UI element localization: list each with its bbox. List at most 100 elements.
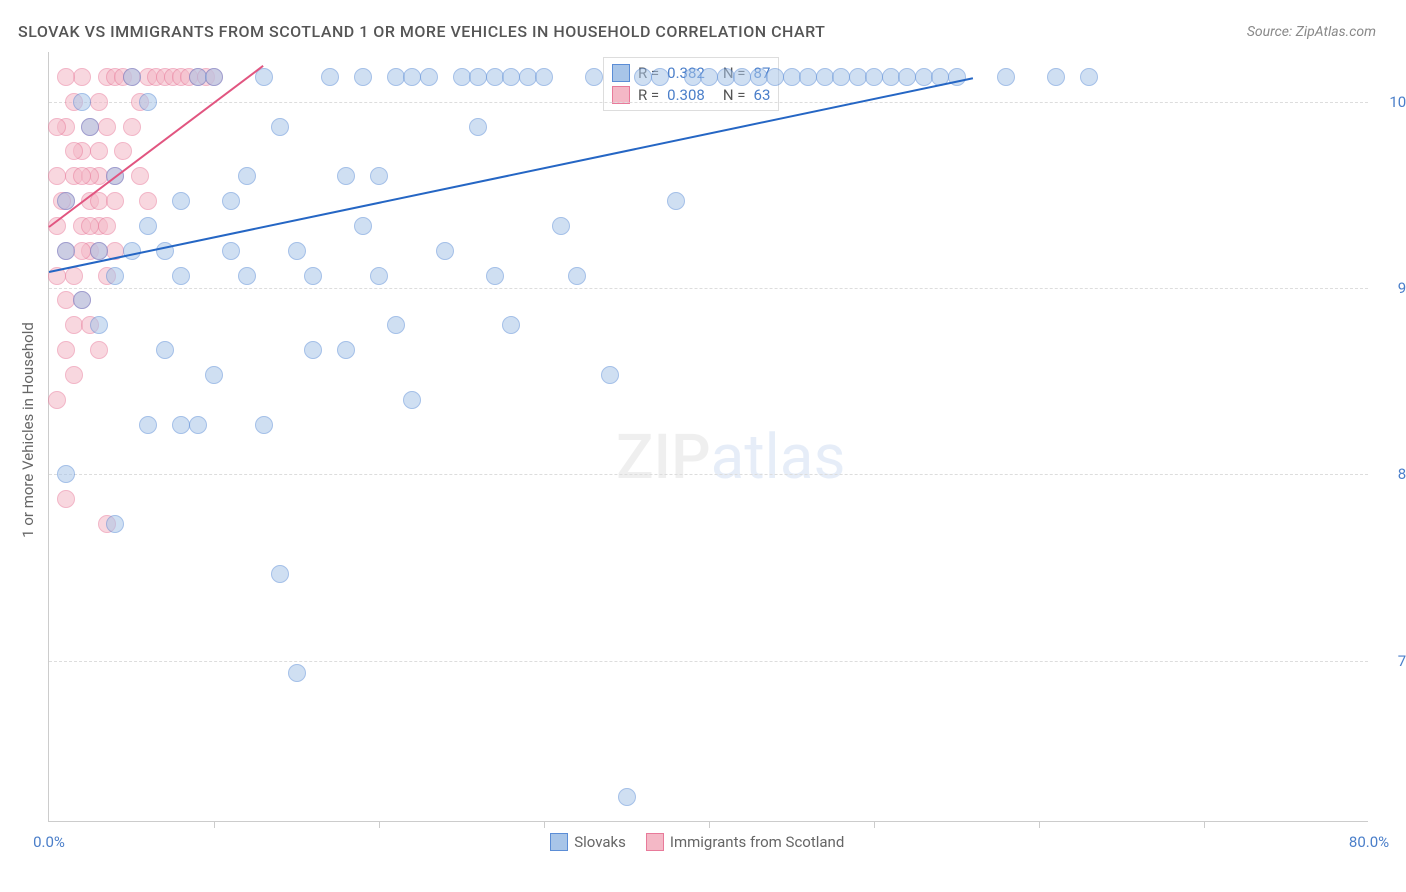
- legend-item-slovaks: Slovaks: [550, 833, 626, 851]
- data-point: [90, 142, 108, 160]
- y-axis-title: 1 or more Vehicles in Household: [19, 322, 37, 538]
- legend-label-slovaks: Slovaks: [574, 833, 626, 851]
- watermark-atlas: atlas: [711, 421, 846, 494]
- trend-line: [49, 77, 973, 273]
- data-point: [502, 316, 520, 334]
- data-point: [469, 68, 487, 86]
- data-point: [849, 68, 867, 86]
- data-point: [222, 242, 240, 260]
- data-point: [189, 416, 207, 434]
- x-tick: [379, 821, 380, 828]
- data-point: [90, 341, 108, 359]
- data-point: [81, 118, 99, 136]
- data-point: [304, 267, 322, 285]
- data-point: [717, 68, 735, 86]
- data-point: [915, 68, 933, 86]
- data-point: [222, 192, 240, 210]
- data-point: [865, 68, 883, 86]
- data-point: [799, 68, 817, 86]
- data-point: [65, 366, 83, 384]
- data-point: [73, 167, 91, 185]
- data-point: [106, 192, 124, 210]
- data-point: [90, 316, 108, 334]
- chart-title: SLOVAK VS IMMIGRANTS FROM SCOTLAND 1 OR …: [18, 22, 825, 41]
- data-point: [370, 267, 388, 285]
- data-point: [139, 192, 157, 210]
- gridline: [49, 661, 1368, 662]
- data-point: [453, 68, 471, 86]
- y-tick-label: 77.5%: [1378, 652, 1406, 670]
- data-point: [57, 242, 75, 260]
- data-point: [255, 416, 273, 434]
- data-point: [172, 192, 190, 210]
- data-point: [106, 515, 124, 533]
- data-point: [238, 167, 256, 185]
- data-point: [139, 93, 157, 111]
- data-point: [57, 341, 75, 359]
- data-point: [601, 366, 619, 384]
- data-point: [48, 118, 66, 136]
- data-point: [585, 68, 603, 86]
- x-tick: [214, 821, 215, 828]
- data-point: [271, 118, 289, 136]
- data-point: [519, 68, 537, 86]
- data-point: [898, 68, 916, 86]
- data-point: [783, 68, 801, 86]
- data-point: [57, 291, 75, 309]
- swatch-slovaks: [550, 833, 568, 851]
- x-tick: [1204, 821, 1205, 828]
- data-point: [98, 217, 116, 235]
- data-point: [73, 291, 91, 309]
- source-attribution: Source: ZipAtlas.com: [1247, 24, 1376, 40]
- data-point: [114, 142, 132, 160]
- data-point: [700, 68, 718, 86]
- data-point: [288, 242, 306, 260]
- data-point: [123, 118, 141, 136]
- data-point: [321, 68, 339, 86]
- data-point: [1047, 68, 1065, 86]
- legend-row-scotland: R = 0.308 N = 63: [612, 84, 770, 106]
- data-point: [304, 341, 322, 359]
- data-point: [57, 465, 75, 483]
- data-point: [684, 68, 702, 86]
- y-tick-label: 85.0%: [1378, 465, 1406, 483]
- gridline: [49, 288, 1368, 289]
- watermark-zip: ZIP: [616, 421, 711, 494]
- data-point: [57, 490, 75, 508]
- data-point: [1080, 68, 1098, 86]
- data-point: [271, 565, 289, 583]
- data-point: [403, 391, 421, 409]
- data-point: [486, 68, 504, 86]
- gridline: [49, 102, 1368, 103]
- data-point: [387, 68, 405, 86]
- swatch-slovaks: [612, 64, 630, 82]
- data-point: [354, 68, 372, 86]
- data-point: [73, 242, 91, 260]
- scatter-plot-area: ZIPatlas R = 0.382 N = 87 R = 0.308 N = …: [48, 52, 1368, 822]
- data-point: [139, 416, 157, 434]
- x-tick: [874, 821, 875, 828]
- data-point: [354, 217, 372, 235]
- data-point: [90, 242, 108, 260]
- data-point: [832, 68, 850, 86]
- data-point: [48, 391, 66, 409]
- data-point: [486, 267, 504, 285]
- data-point: [156, 341, 174, 359]
- data-point: [766, 68, 784, 86]
- gridline: [49, 474, 1368, 475]
- data-point: [535, 68, 553, 86]
- data-point: [189, 68, 207, 86]
- data-point: [65, 267, 83, 285]
- y-tick-label: 92.5%: [1378, 279, 1406, 297]
- data-point: [123, 68, 141, 86]
- x-tick-label: 80.0%: [1349, 833, 1389, 851]
- data-point: [288, 664, 306, 682]
- y-tick-label: 100.0%: [1378, 93, 1406, 111]
- data-point: [568, 267, 586, 285]
- data-point: [98, 118, 116, 136]
- data-point: [502, 68, 520, 86]
- data-point: [205, 366, 223, 384]
- data-point: [436, 242, 454, 260]
- data-point: [651, 68, 669, 86]
- data-point: [667, 192, 685, 210]
